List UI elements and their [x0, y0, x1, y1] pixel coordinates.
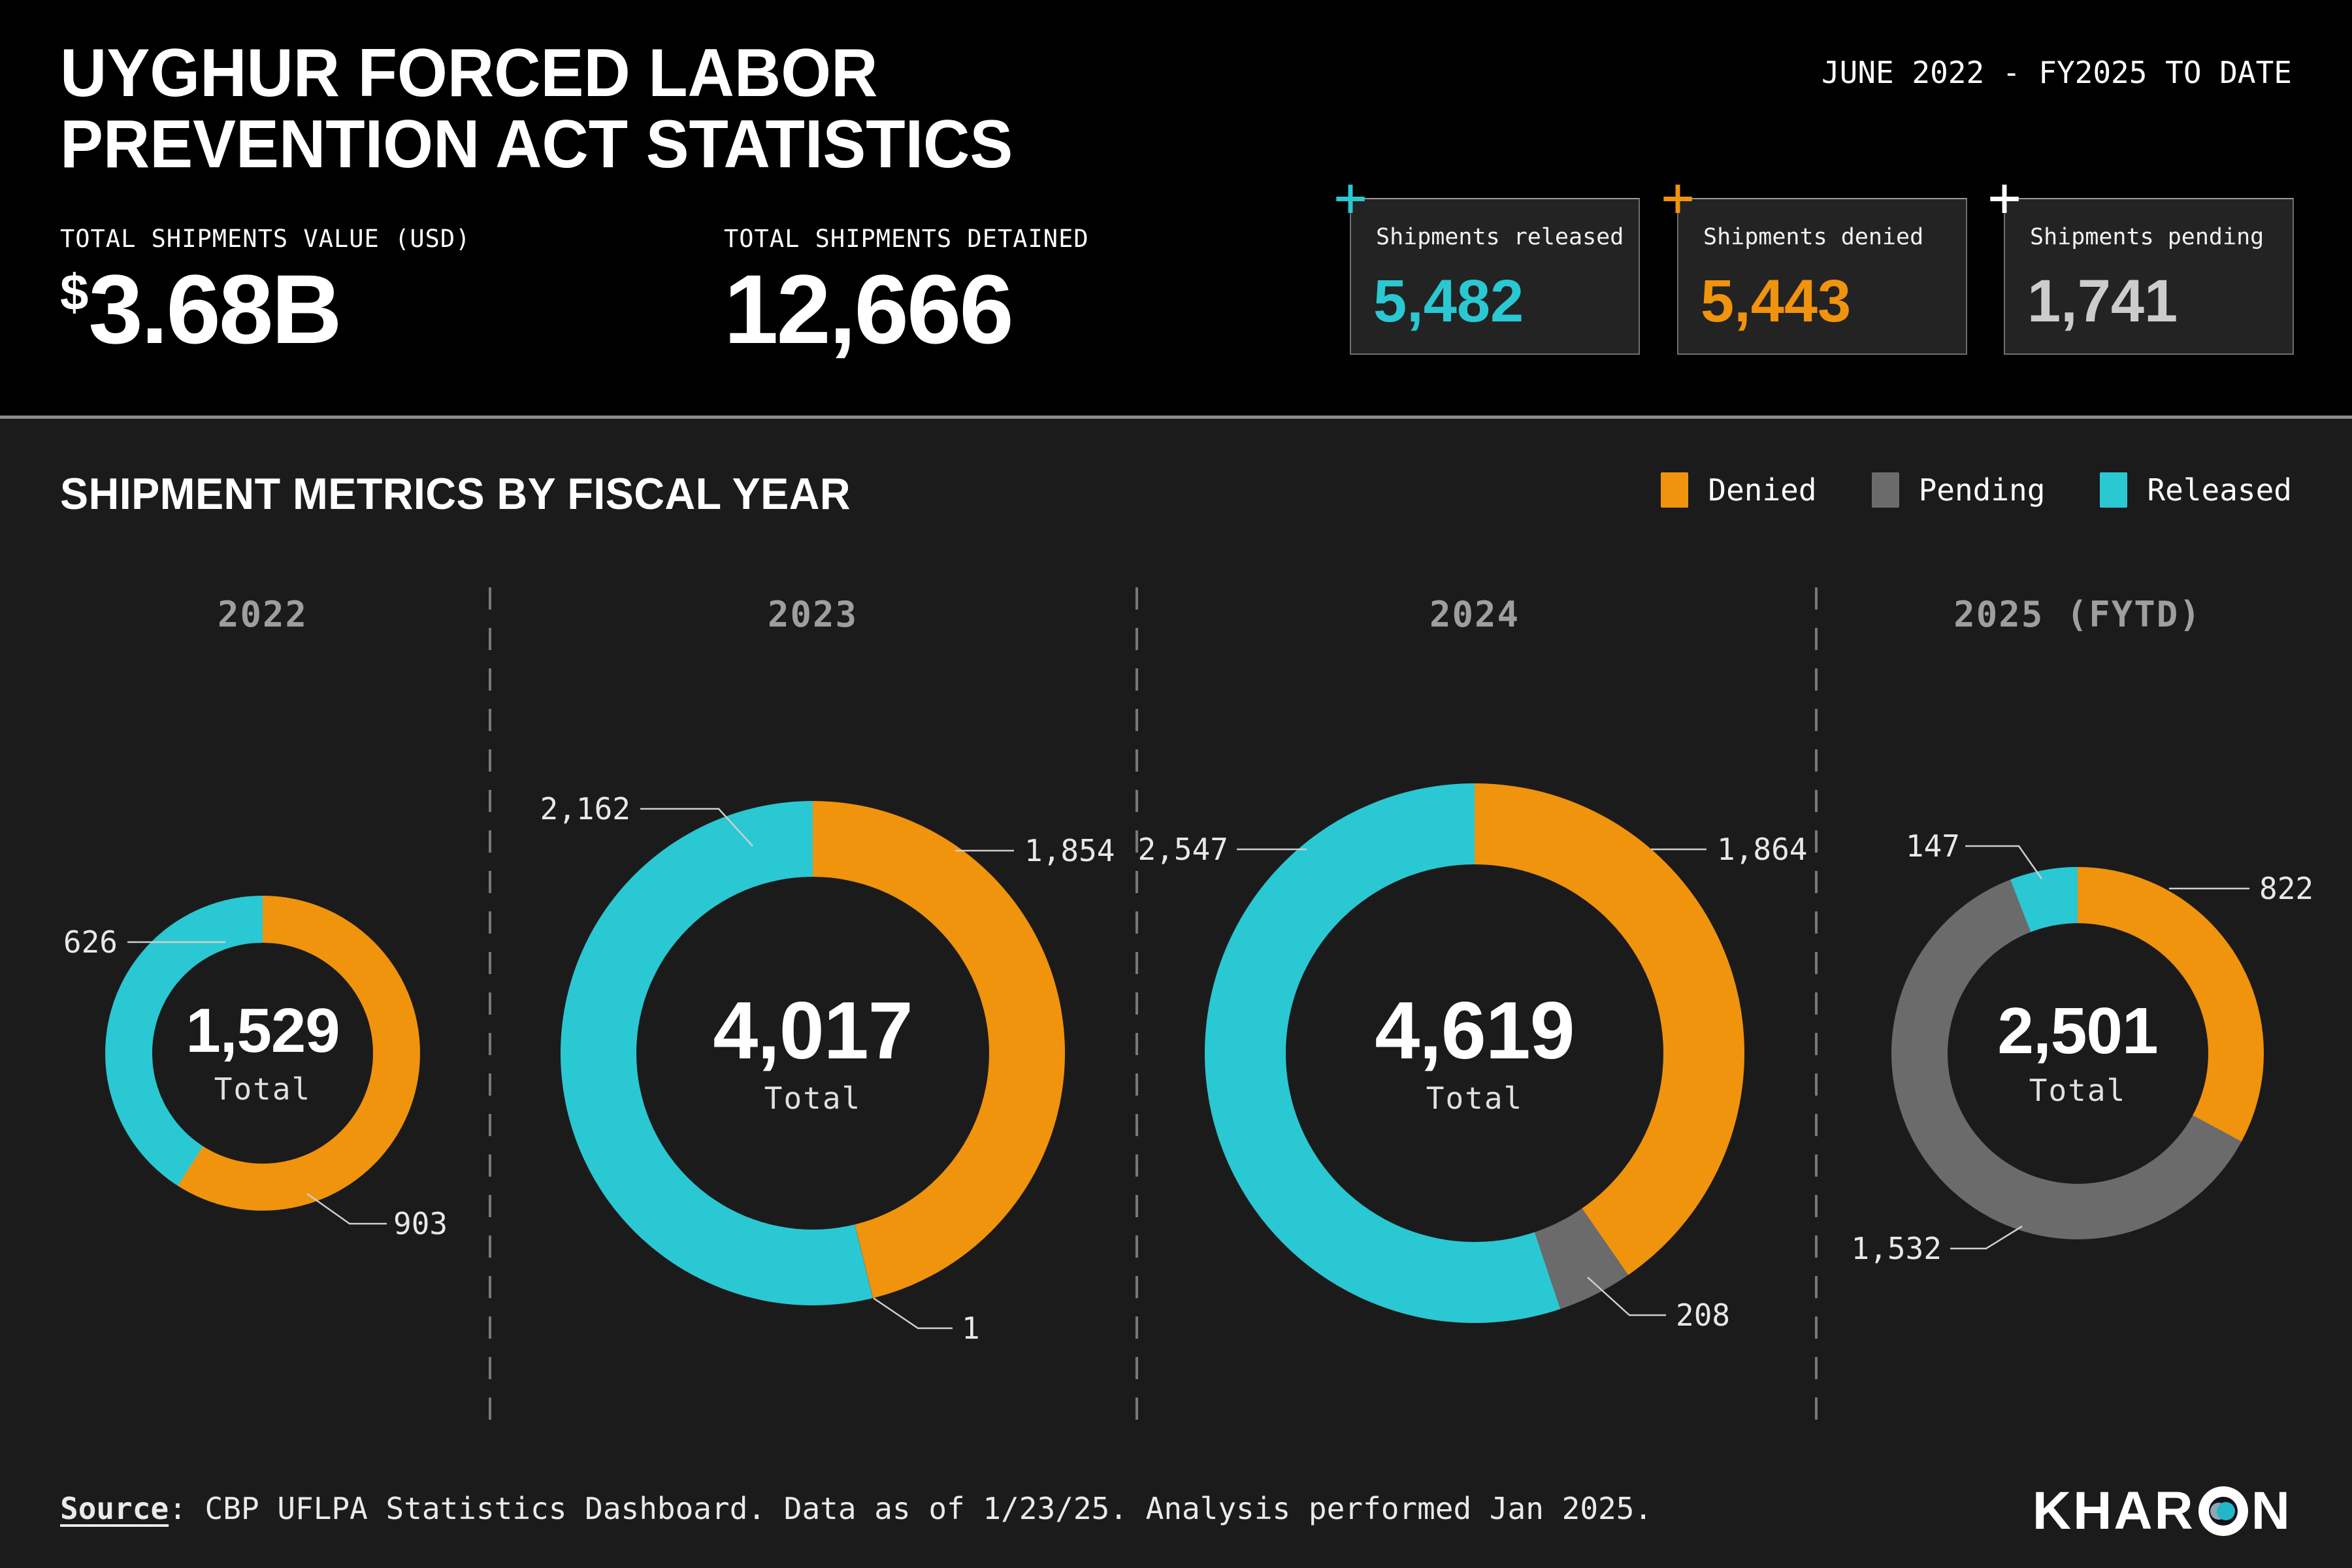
card-shipments-pending: + Shipments pending 1,741 — [1988, 170, 2294, 355]
chart-legend: Denied Pending Released — [1661, 472, 2292, 508]
donut-center-total: 4,619 Total — [1375, 986, 1575, 1116]
donut-hole — [636, 876, 990, 1230]
label-2024-pending: 208 — [1676, 1298, 1731, 1333]
donut-hole — [1947, 923, 2208, 1184]
label-2022-denied: 903 — [393, 1206, 448, 1241]
donut-center-total: 4,017 Total — [713, 986, 913, 1116]
year-title-2022: 2022 — [217, 594, 308, 635]
label-2023-denied: 1,854 — [1024, 833, 1115, 868]
legend-item-released: Released — [2100, 472, 2292, 508]
kharon-logo: KHAR N — [2033, 1480, 2292, 1542]
donut-hole — [152, 943, 373, 1164]
column-divider — [489, 587, 491, 1428]
column-divider — [1815, 587, 1818, 1428]
currency-symbol: $ — [60, 263, 89, 321]
label-2025-pending: 1,532 — [1851, 1231, 1942, 1266]
label-2023-released: 2,162 — [540, 791, 630, 826]
source-label: Source — [60, 1491, 169, 1526]
plus-marker-icon: + — [1987, 165, 2021, 229]
page-title-line2: PREVENTION ACT STATISTICS — [60, 106, 1013, 183]
card-value: 1,741 — [2027, 268, 2178, 335]
donut-chart-2025: 2,501 Total — [1891, 867, 2264, 1239]
year-title-2024: 2024 — [1429, 594, 1520, 635]
label-2023-pending: 1 — [962, 1311, 980, 1346]
donut-hole — [1285, 864, 1664, 1243]
brand-text-n: N — [2251, 1481, 2292, 1541]
legend-label: Denied — [1708, 472, 1817, 508]
pending-swatch-icon — [1871, 472, 1899, 508]
source-text: : CBP UFLPA Statistics Dashboard. Data a… — [169, 1491, 1653, 1526]
donut-center-total: 1,529 Total — [186, 996, 340, 1107]
page-title-line1: UYGHUR FORCED LABOR — [60, 35, 878, 111]
total-value: 1,529 — [186, 996, 340, 1066]
donut-center-total: 2,501 Total — [1997, 994, 2158, 1108]
plus-marker-icon: + — [1661, 165, 1695, 229]
label-2024-released: 2,547 — [1137, 832, 1228, 867]
total-word: Total — [1426, 1081, 1524, 1116]
donut-chart-2022: 1,529 Total — [105, 896, 420, 1211]
kpi-detained-label: TOTAL SHIPMENTS DETAINED — [724, 225, 1089, 253]
kpi-value-label: TOTAL SHIPMENTS VALUE (USD) — [60, 225, 471, 253]
denied-swatch-icon — [1661, 472, 1689, 508]
card-label: Shipments denied — [1703, 224, 1924, 250]
legend-label: Pending — [1918, 472, 2046, 508]
source-line: Source: CBP UFLPA Statistics Dashboard. … — [60, 1491, 1652, 1526]
kpi-value-amount: 3.68B — [88, 254, 342, 364]
total-value: 4,017 — [713, 986, 913, 1076]
lens-dot — [2216, 1502, 2235, 1520]
section-title: SHIPMENT METRICS BY FISCAL YEAR — [60, 469, 851, 519]
card-label: Shipments released — [1376, 224, 1624, 250]
total-word: Total — [2029, 1073, 2127, 1108]
card-shipments-denied: + Shipments denied 5,443 — [1661, 170, 1967, 355]
legend-label: Released — [2147, 472, 2292, 508]
brand-o-lens-icon — [2198, 1486, 2248, 1536]
total-value: 2,501 — [1997, 994, 2158, 1068]
card-value: 5,482 — [1373, 268, 1524, 335]
year-title-2025: 2025 (FYTD) — [1953, 594, 2202, 635]
card-value: 5,443 — [1701, 268, 1852, 335]
kpi-detained-number: 12,666 — [724, 254, 1014, 364]
legend-item-pending: Pending — [1871, 472, 2046, 508]
plus-marker-icon: + — [1333, 165, 1367, 229]
label-2022-released: 626 — [63, 924, 118, 960]
card-shipments-released: + Shipments released 5,482 — [1334, 170, 1640, 355]
legend-item-denied: Denied — [1661, 472, 1817, 508]
page-title: UYGHUR FORCED LABOR PREVENTION ACT STATI… — [60, 35, 1013, 183]
label-2025-released: 147 — [1905, 828, 1960, 864]
label-2025-denied: 822 — [2259, 871, 2314, 906]
year-title-2023: 2023 — [767, 594, 858, 635]
released-swatch-icon — [2100, 472, 2128, 508]
date-range: JUNE 2022 - FY2025 TO DATE — [1821, 55, 2292, 90]
card-label: Shipments pending — [2030, 224, 2264, 250]
kpi-value-number: $3.68B — [60, 260, 342, 358]
total-word: Total — [214, 1071, 312, 1107]
charts-section: SHIPMENT METRICS BY FISCAL YEAR Denied P… — [0, 416, 2352, 1568]
brand-text-khar: KHAR — [2032, 1481, 2195, 1541]
donut-chart-2023: 4,017 Total — [561, 801, 1065, 1305]
column-divider — [1135, 587, 1138, 1428]
donut-chart-2024: 4,619 Total — [1205, 783, 1744, 1323]
total-word: Total — [764, 1081, 862, 1116]
total-value: 4,619 — [1375, 986, 1575, 1076]
label-2024-denied: 1,864 — [1717, 832, 1808, 867]
